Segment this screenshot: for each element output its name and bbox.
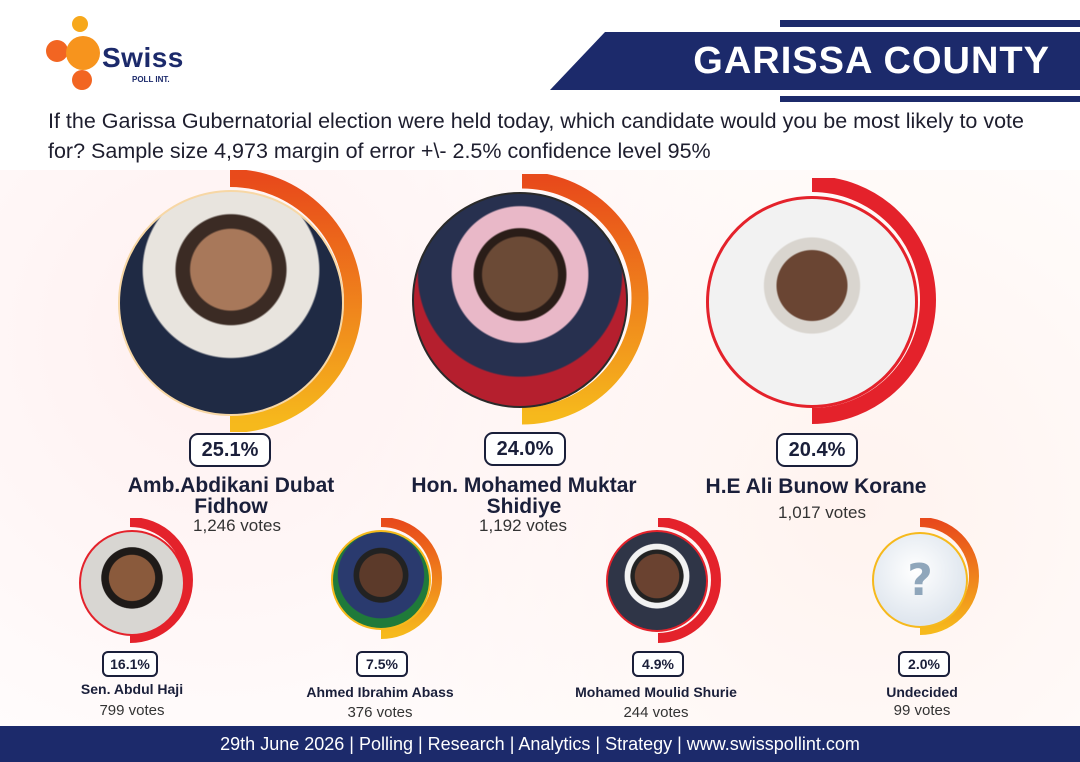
- logo-dot: [72, 70, 92, 90]
- ring-arc: [380, 518, 442, 639]
- candidate-name: H.E Ali Bunow Korane: [685, 476, 947, 497]
- candidate-name: Mohamed Moulid Shurie: [575, 684, 737, 700]
- vote-count: 1,017 votes: [778, 503, 866, 522]
- brand-subtitle: POLL INT.: [132, 75, 170, 84]
- vote-count: 244 votes: [623, 704, 689, 721]
- candidate-name-line: Fidhow: [194, 495, 268, 518]
- vote-count: 1,246 votes: [193, 516, 281, 535]
- ring-arc: [521, 174, 649, 425]
- percentage-badge: 20.4%: [776, 433, 858, 467]
- candidate-ring: [229, 170, 362, 432]
- candidate-name-line: Shidiye: [486, 495, 562, 518]
- footer-text: 29th June 2026 | Polling | Research | An…: [220, 733, 860, 754]
- percentage-badge: 2.0%: [898, 651, 950, 677]
- candidate-ring: [129, 518, 193, 643]
- person-photo: [118, 190, 344, 416]
- candidate-name-line: Hon. Mohamed Muktar: [411, 474, 637, 497]
- person-photo: [606, 530, 708, 632]
- candidate-ring: [521, 174, 649, 425]
- vote-count: 1,192 votes: [479, 516, 567, 535]
- candidate-card: ? 2.0% Undecided 99 votes: [868, 518, 1008, 728]
- ring-arc: [229, 170, 362, 432]
- county-title: GARISSA COUNTY: [693, 40, 1050, 82]
- candidate-name-line: Amb.Abdikani Dubat: [127, 474, 335, 497]
- percentage-badge: 7.5%: [356, 651, 408, 677]
- banner-rule-top: [780, 20, 1080, 27]
- brand-logo: Swiss POLL INT.: [42, 14, 192, 99]
- candidate-name-line: H.E Ali Bunow Korane: [705, 475, 927, 498]
- county-banner: GARISSA COUNTY: [550, 32, 1080, 90]
- person-photo: [412, 192, 628, 408]
- logo-dot: [46, 40, 68, 62]
- person-photo: [706, 196, 918, 408]
- candidate-card: 20.4% H.E Ali Bunow Korane 1,017 votes: [700, 178, 950, 528]
- brand-name: Swiss: [102, 42, 184, 73]
- candidate-name: Amb.Abdikani Dubat Fidhow: [100, 475, 362, 517]
- percentage-badge: 24.0%: [484, 432, 566, 466]
- logo-dot: [72, 16, 88, 32]
- candidate-ring: [811, 178, 936, 424]
- candidate-name: Hon. Mohamed Muktar Shidiye: [390, 475, 658, 517]
- vote-count: 799 votes: [99, 702, 165, 719]
- person-photo: [79, 530, 185, 636]
- ring-arc: [657, 518, 721, 643]
- percentage-badge: 4.9%: [632, 651, 684, 677]
- candidate-ring: [380, 518, 442, 639]
- person-photo: [331, 530, 431, 630]
- vote-count: 99 votes: [893, 702, 951, 719]
- candidate-card: 16.1% Sen. Abdul Haji 799 votes: [72, 518, 212, 728]
- ring-arc: [129, 518, 193, 643]
- candidate-card: 24.0% Hon. Mohamed Muktar Shidiye 1,192 …: [408, 174, 658, 544]
- candidate-name: Ahmed Ibrahim Abass: [306, 684, 454, 700]
- candidate-card: 4.9% Mohamed Moulid Shurie 244 votes: [575, 518, 740, 728]
- candidate-name: Sen. Abdul Haji: [80, 681, 184, 697]
- candidate-ring: [919, 518, 979, 635]
- candidate-card: 7.5% Ahmed Ibrahim Abass 376 votes: [306, 518, 465, 728]
- percentage-badge: 25.1%: [189, 433, 271, 467]
- logo-dot: [66, 36, 100, 70]
- candidate-ring: [657, 518, 721, 643]
- banner-rule-bottom: [780, 96, 1080, 102]
- question-mark-icon: ?: [872, 532, 968, 628]
- footer-bar: 29th June 2026 | Polling | Research | An…: [0, 726, 1080, 762]
- ring-arc: [919, 518, 979, 635]
- candidate-name: Undecided: [886, 684, 958, 700]
- vote-count: 376 votes: [347, 704, 413, 721]
- poll-question: If the Garissa Gubernatorial election we…: [48, 109, 1024, 163]
- ring-arc: [811, 178, 936, 424]
- percentage-badge: 16.1%: [102, 651, 158, 677]
- candidate-card: 25.1% Amb.Abdikani Dubat Fidhow 1,246 vo…: [112, 170, 362, 540]
